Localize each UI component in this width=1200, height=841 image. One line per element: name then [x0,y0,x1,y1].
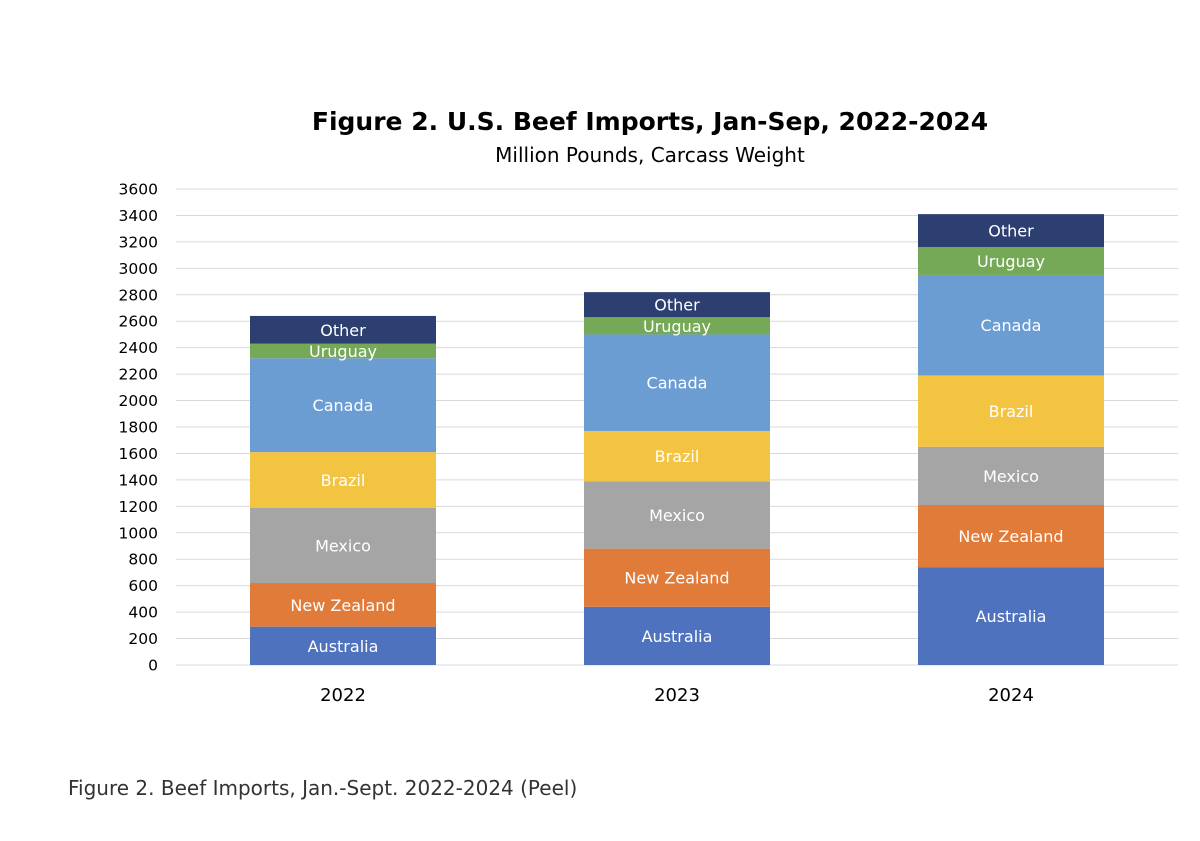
bar-segment-new-zealand [584,548,770,607]
segment-label: New Zealand [290,596,395,615]
segment-label: Mexico [649,506,705,525]
chart-subtitle: Million Pounds, Carcass Weight [495,143,805,167]
y-tick-label: 0 [148,657,158,675]
segment-label: Australia [976,607,1047,626]
bar-segment-australia [918,567,1104,665]
y-tick-label: 1800 [119,419,158,437]
segment-label: Other [320,321,366,340]
segment-label: Australia [308,637,379,656]
segment-label: Other [988,222,1034,241]
y-tick-label: 1400 [119,471,158,489]
y-tick-label: 3200 [119,233,158,251]
bar-segment-new-zealand [250,583,436,627]
y-tick-label: 3600 [119,181,158,199]
segment-label: Canada [647,374,708,393]
bar-segment-uruguay [584,317,770,335]
x-axis-categories: 2022 2023 2024 [320,685,1034,706]
bar-segment-canada [250,358,436,453]
y-tick-label: 2400 [119,339,158,357]
bar-segment-other [918,214,1104,248]
y-tick-label: 600 [128,577,158,595]
segment-label: Brazil [655,447,700,466]
segment-label: Mexico [315,536,371,555]
bar-segment-brazil [584,430,770,482]
y-tick-label: 2800 [119,286,158,304]
segment-label: Uruguay [977,252,1045,271]
bar-segment-uruguay [918,247,1104,275]
bar-segment-brazil [250,452,436,508]
y-tick-label: 800 [128,551,158,569]
x-category-label: 2022 [320,685,366,706]
chart: Figure 2. U.S. Beef Imports, Jan-Sep, 20… [119,107,1178,706]
bar-segment-canada [584,334,770,431]
segment-label: New Zealand [624,569,729,588]
bar-segment-canada [918,274,1104,376]
y-axis-ticks: 0 200 400 600 800 1000 1200 1400 1600 1800 2000 220… [119,181,158,675]
bar-segment-uruguay [250,343,436,359]
y-tick-label: 2200 [119,366,158,384]
y-tick-label: 1200 [119,498,158,516]
bar-segment-australia [584,606,770,665]
segment-label: Mexico [983,467,1039,486]
y-tick-label: 200 [128,630,158,648]
y-tick-label: 1600 [119,445,158,463]
bar-segment-other [250,315,436,344]
bar-segment-australia [250,626,436,665]
segment-label: Canada [981,316,1042,335]
bar-segment-mexico [918,446,1104,506]
segment-label: Australia [642,627,713,646]
y-tick-label: 2000 [119,392,158,410]
y-tick-label: 2600 [119,313,158,331]
x-category-label: 2023 [654,685,700,706]
segment-label: Uruguay [309,342,377,361]
segment-label: Uruguay [643,317,711,336]
y-tick-label: 3400 [119,207,158,225]
segment-label: New Zealand [958,527,1063,546]
stacked-bar-chart: Figure 2. U.S. Beef Imports, Jan-Sep, 20… [119,107,1178,706]
y-tick-label: 3000 [119,260,158,278]
segment-label: Brazil [989,402,1034,421]
segment-label: Canada [313,396,374,415]
segment-label: Brazil [321,471,366,490]
y-tick-label: 1000 [119,524,158,542]
bar-segment-mexico [250,507,436,584]
y-tick-label: 400 [128,604,158,622]
chart-title: Figure 2. U.S. Beef Imports, Jan-Sep, 20… [312,107,988,136]
bar-segment-brazil [918,375,1104,447]
bar-segment-mexico [584,481,770,549]
x-category-label: 2024 [988,685,1034,706]
bars: Australia New Zealand Mexico Brazil Canada Ur… [250,214,1104,665]
bar-segment-other [584,292,770,318]
bar-segment-new-zealand [918,505,1104,568]
segment-label: Other [654,296,700,315]
figure-caption: Figure 2. Beef Imports, Jan.-Sept. 2022-… [68,776,578,800]
